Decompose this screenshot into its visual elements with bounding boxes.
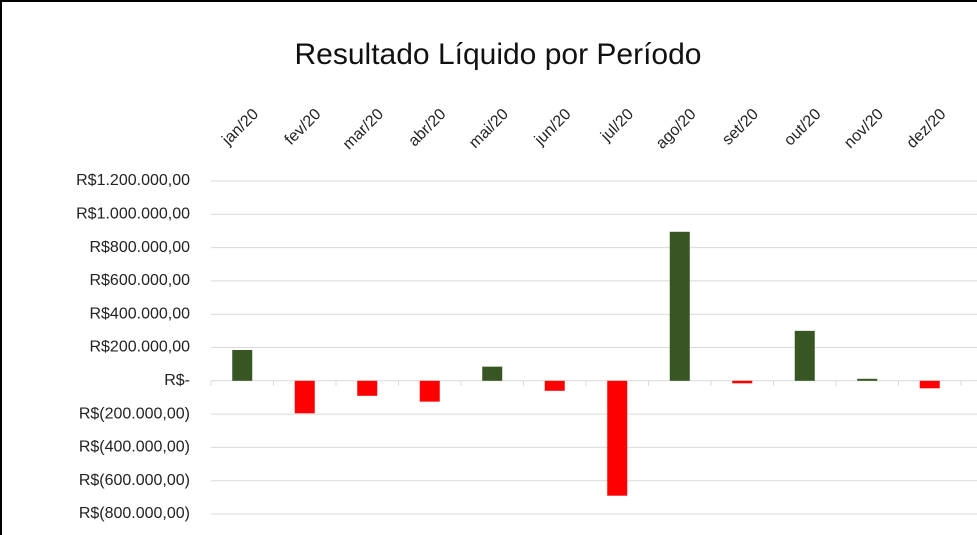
bar [669,231,690,381]
bar [544,380,565,391]
y-tick-label: R$(600.000,00) [79,472,190,489]
y-tick-label: R$(400.000,00) [79,439,190,456]
x-tick-label: dez/20 [904,106,950,152]
x-tick-label: abr/20 [405,106,449,150]
chart-title: Resultado Líquido por Período [295,38,702,71]
y-tick-label: R$1.200.000,00 [76,172,190,189]
x-tick-label: ago/20 [653,106,700,153]
x-tick-label: mai/20 [466,106,512,152]
x-tick-label: jan/20 [219,106,263,150]
y-tick-label: R$600.000,00 [89,272,190,289]
x-tick-label: set/20 [719,106,762,149]
bar [732,380,753,384]
bar [419,380,440,402]
x-tick-label: fev/20 [282,106,325,149]
x-tick-label: jun/20 [531,106,575,150]
x-tick-label: nov/20 [841,106,887,152]
x-tick-label: out/20 [781,106,825,150]
bar [857,378,878,381]
bar [232,349,253,381]
bar [357,380,378,396]
x-tick-label: jul/20 [597,106,637,146]
bar [607,380,628,496]
bar [794,330,815,381]
y-tick-label: R$- [164,372,190,389]
bar [482,366,503,381]
y-tick-label: R$(200.000,00) [79,405,190,422]
y-tick-label: R$1.000.000,00 [76,206,190,223]
y-tick-label: R$(800.000,00) [79,505,190,522]
y-tick-label: R$200.000,00 [89,339,190,356]
x-tick-label: mar/20 [340,106,387,153]
bar [919,380,940,389]
y-tick-label: R$400.000,00 [89,305,190,322]
y-tick-label: R$800.000,00 [89,239,190,256]
bar [294,380,315,414]
